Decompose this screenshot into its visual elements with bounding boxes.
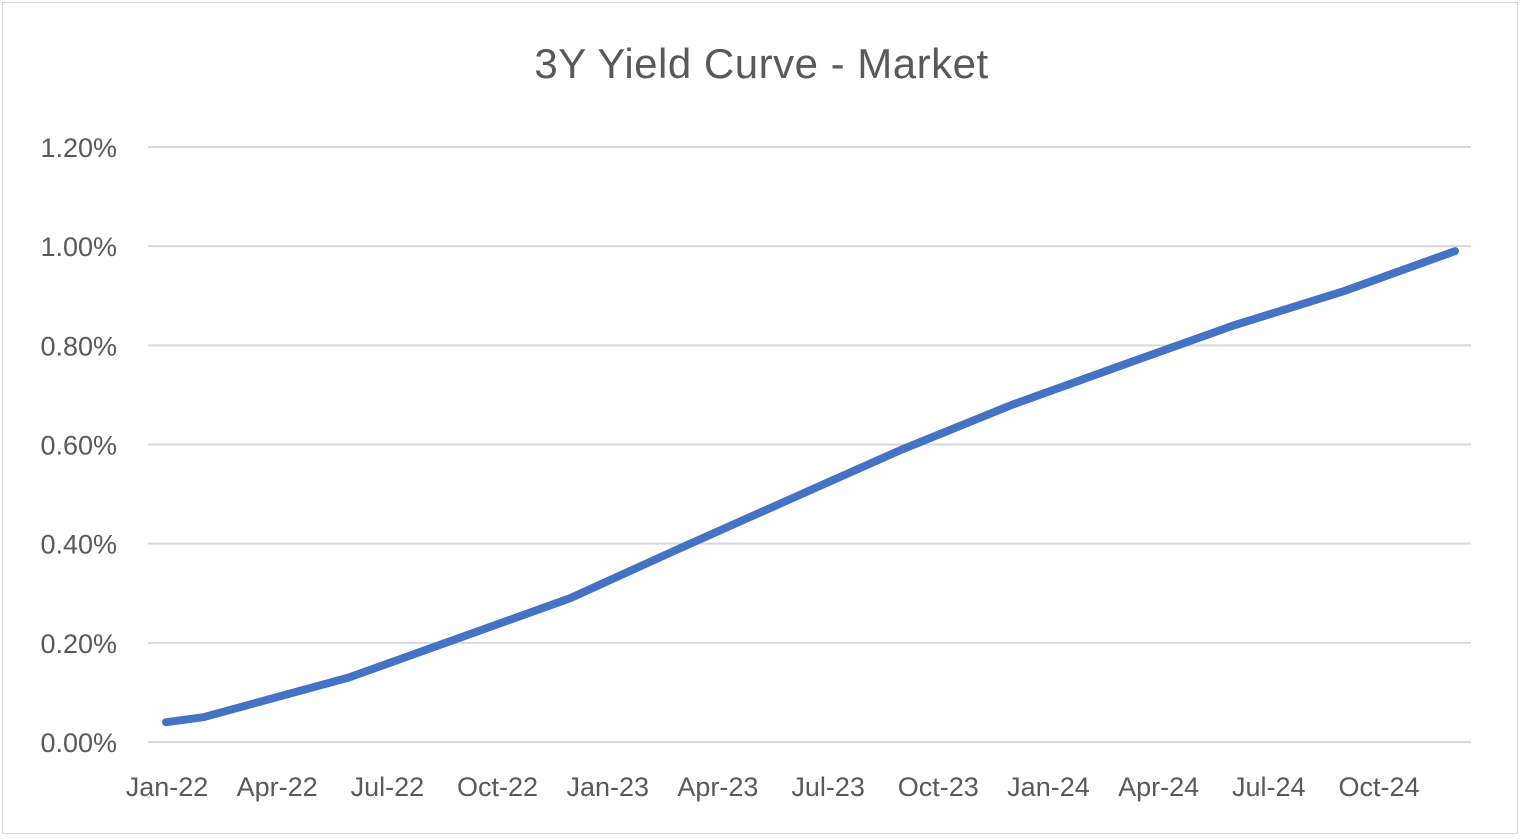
x-tick-label: Oct-24	[1338, 772, 1419, 802]
y-tick-label: 0.20%	[40, 629, 117, 659]
x-tick-label: Apr-23	[677, 772, 758, 802]
chart-title: 3Y Yield Curve - Market	[534, 40, 989, 87]
y-tick-label: 1.00%	[40, 232, 117, 262]
x-tick-label: Jul-22	[351, 772, 425, 802]
x-tick-label: Jan-24	[1007, 772, 1090, 802]
x-tick-label: Apr-22	[237, 772, 318, 802]
series-lines	[162, 247, 1459, 727]
y-tick-label: 0.00%	[40, 728, 117, 758]
y-tick-label: 0.80%	[40, 331, 117, 361]
y-tick-label: 0.40%	[40, 530, 117, 560]
y-tick-label: 1.20%	[40, 133, 117, 163]
y-axis-tick-labels: 0.00% 0.20% 0.40% 0.60% 0.80% 1.00% 1.20%	[40, 133, 117, 758]
x-tick-label: Jan-22	[126, 772, 209, 802]
x-tick-label: Oct-23	[898, 772, 979, 802]
series-line	[162, 247, 1459, 727]
x-tick-label: Oct-22	[457, 772, 538, 802]
x-tick-label: Jul-24	[1232, 772, 1306, 802]
x-tick-label: Jan-23	[566, 772, 649, 802]
x-tick-label: Apr-24	[1118, 772, 1199, 802]
x-tick-label: Jul-23	[791, 772, 865, 802]
gridlines	[148, 146, 1471, 743]
y-tick-label: 0.60%	[40, 431, 117, 461]
x-axis-tick-labels: Jan-22 Apr-22 Jul-22 Oct-22 Jan-23 Apr-23 Jul-…	[126, 772, 1420, 802]
